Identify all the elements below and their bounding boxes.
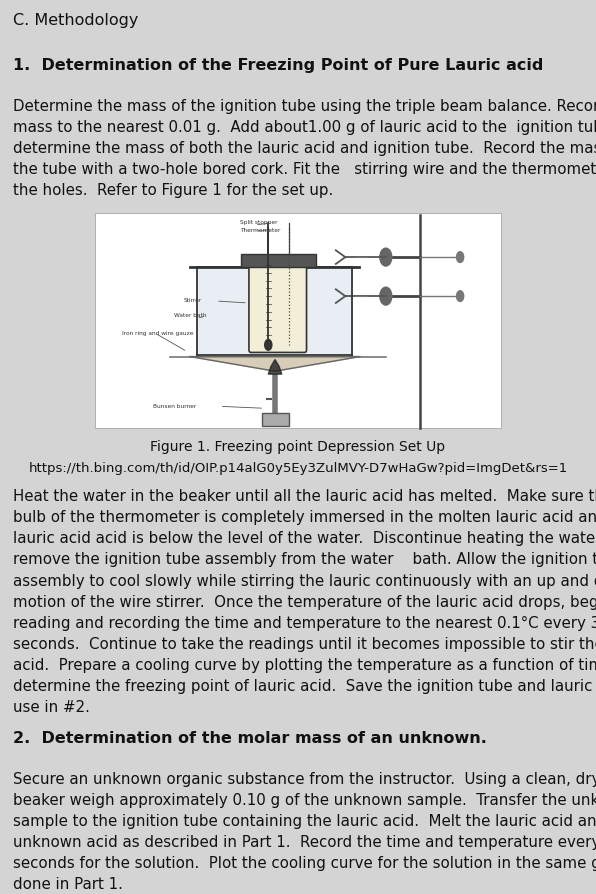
Circle shape	[457, 291, 464, 301]
Polygon shape	[268, 359, 282, 374]
Text: Stirrer: Stirrer	[183, 299, 201, 303]
Text: seconds.  Continue to take the readings until it becomes impossible to stir the : seconds. Continue to take the readings u…	[13, 637, 596, 652]
Text: Iron ring and wire gauze: Iron ring and wire gauze	[122, 331, 194, 335]
Text: sample to the ignition tube containing the lauric acid.  Melt the lauric acid an: sample to the ignition tube containing t…	[13, 814, 596, 830]
Bar	[95, 213, 501, 427]
Text: determine the freezing point of lauric acid.  Save the ignition tube and lauric : determine the freezing point of lauric a…	[13, 679, 596, 694]
Text: Thermometer: Thermometer	[240, 228, 280, 233]
FancyBboxPatch shape	[249, 265, 306, 352]
Text: determine the mass of both the lauric acid and ignition tube.  Record the mass. : determine the mass of both the lauric ac…	[13, 141, 596, 156]
Text: remove the ignition tube assembly from the water    bath. Allow the ignition tub: remove the ignition tube assembly from t…	[13, 552, 596, 568]
Text: the tube with a two-hole bored cork. Fit the   stirring wire and the thermometer: the tube with a two-hole bored cork. Fit…	[13, 163, 596, 177]
Text: motion of the wire stirrer.  Once the temperature of the lauric acid drops, begi: motion of the wire stirrer. Once the tem…	[13, 595, 596, 610]
Text: use in #2.: use in #2.	[13, 700, 90, 714]
Text: 1.  Determination of the Freezing Point of Pure Lauric acid: 1. Determination of the Freezing Point o…	[13, 58, 544, 73]
Circle shape	[380, 249, 392, 266]
Polygon shape	[190, 357, 360, 371]
Text: lauric acid acid is below the level of the water.  Discontinue heating the water: lauric acid acid is below the level of t…	[13, 531, 596, 546]
Text: mass to the nearest 0.01 g.  Add about1.00 g of lauric acid to the  ignition tub: mass to the nearest 0.01 g. Add about1.0…	[13, 121, 596, 135]
Text: Heat the water in the beaker until all the lauric acid has melted.  Make sure th: Heat the water in the beaker until all t…	[13, 490, 596, 504]
Text: Bunsen burner: Bunsen burner	[153, 404, 197, 409]
Bar	[197, 267, 352, 355]
Text: beaker weigh approximately 0.10 g of the unknown sample.  Transfer the unknown: beaker weigh approximately 0.10 g of the…	[13, 794, 596, 808]
Text: the holes.  Refer to Figure 1 for the set up.: the holes. Refer to Figure 1 for the set…	[13, 183, 333, 198]
Text: Water bath: Water bath	[173, 313, 206, 318]
Circle shape	[265, 340, 272, 350]
Text: seconds for the solution.  Plot the cooling curve for the solution in the same g: seconds for the solution. Plot the cooli…	[13, 856, 596, 872]
Text: unknown acid as described in Part 1.  Record the time and temperature every 30: unknown acid as described in Part 1. Rec…	[13, 836, 596, 850]
Text: Split stopper: Split stopper	[240, 221, 277, 225]
Text: C. Methodology: C. Methodology	[13, 13, 138, 29]
Text: done in Part 1.: done in Part 1.	[13, 878, 123, 892]
Text: acid.  Prepare a cooling curve by plotting the temperature as a function of time: acid. Prepare a cooling curve by plottin…	[13, 658, 596, 672]
Text: Secure an unknown organic substance from the instructor.  Using a clean, dry sma: Secure an unknown organic substance from…	[13, 772, 596, 788]
Text: 2.  Determination of the molar mass of an unknown.: 2. Determination of the molar mass of an…	[13, 731, 487, 746]
Circle shape	[380, 287, 392, 305]
Text: https://th.bing.com/th/id/OIP.p14alG0y5Ey3ZulMVY-D7wHaGw?pid=ImgDet&rs=1: https://th.bing.com/th/id/OIP.p14alG0y5E…	[29, 462, 567, 476]
Text: reading and recording the time and temperature to the nearest 0.1°C every 30: reading and recording the time and tempe…	[13, 616, 596, 630]
Text: assembly to cool slowly while stirring the lauric continuously with an up and do: assembly to cool slowly while stirring t…	[13, 574, 596, 588]
Text: bulb of the thermometer is completely immersed in the molten lauric acid and the: bulb of the thermometer is completely im…	[13, 510, 596, 526]
Text: Determine the mass of the ignition tube using the triple beam balance. Record th: Determine the mass of the ignition tube …	[13, 99, 596, 114]
Text: Figure 1. Freezing point Depression Set Up: Figure 1. Freezing point Depression Set …	[150, 440, 446, 454]
Circle shape	[457, 252, 464, 263]
FancyBboxPatch shape	[241, 254, 315, 267]
FancyBboxPatch shape	[262, 413, 288, 426]
